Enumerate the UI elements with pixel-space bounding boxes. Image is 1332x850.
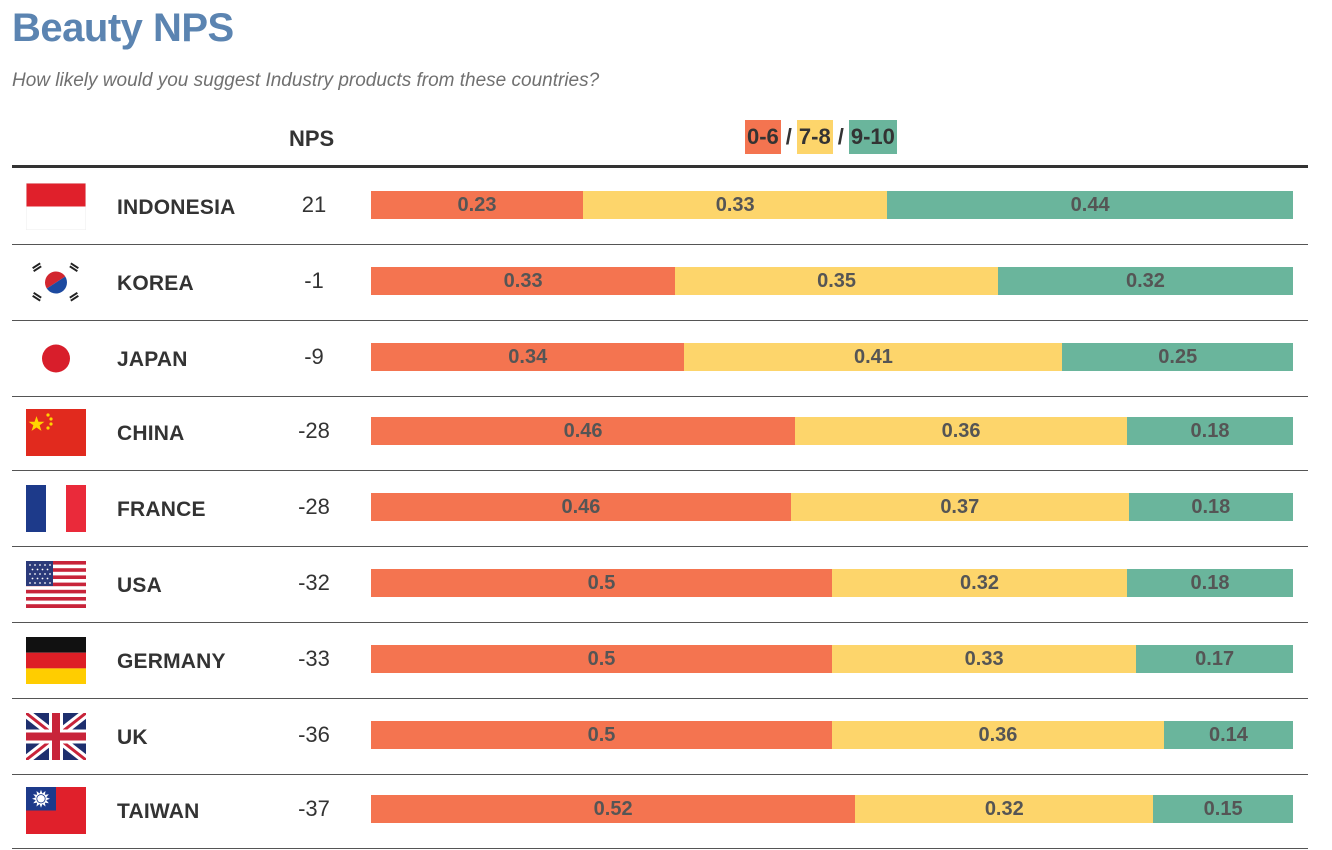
segment-7-8: 0.41 bbox=[684, 343, 1063, 371]
france-flag-icon bbox=[26, 485, 86, 532]
segment-0-6: 0.34 bbox=[371, 343, 685, 371]
nps-value: -9 bbox=[304, 344, 324, 369]
stacked-bar: 0.5 0.36 0.14 bbox=[371, 721, 1293, 749]
segment-0-6: 0.5 bbox=[371, 721, 832, 749]
segment-0-6: 0.5 bbox=[371, 569, 832, 597]
segment-0-6: 0.52 bbox=[371, 795, 856, 823]
segment-9-10: 0.32 bbox=[997, 267, 1293, 295]
stacked-bar: 0.5 0.32 0.18 bbox=[371, 569, 1293, 597]
chart-row: CHINA -28 0.46 0.36 0.18 bbox=[12, 395, 1308, 471]
chart-row: UK -36 0.5 0.36 0.14 bbox=[12, 699, 1308, 775]
stacked-bar: 0.23 0.33 0.44 bbox=[371, 191, 1293, 219]
segment-9-10: 0.18 bbox=[1127, 417, 1293, 445]
stacked-bar: 0.33 0.35 0.32 bbox=[371, 267, 1293, 295]
country-label: TAIWAN bbox=[117, 800, 200, 823]
stacked-bar: 0.52 0.32 0.15 bbox=[371, 795, 1293, 823]
legend-separator: / bbox=[785, 124, 792, 149]
row-divider bbox=[12, 396, 1308, 397]
country-label: JAPAN bbox=[117, 348, 188, 371]
segment-9-10: 0.15 bbox=[1153, 795, 1293, 823]
nps-value: -36 bbox=[298, 722, 330, 747]
legend-item-passives: 7-8 bbox=[796, 120, 833, 154]
legend-separator: / bbox=[837, 124, 844, 149]
legend-item-promoters: 9-10 bbox=[848, 120, 897, 154]
segment-0-6: 0.5 bbox=[371, 645, 832, 673]
row-divider bbox=[12, 244, 1308, 245]
segment-7-8: 0.36 bbox=[795, 417, 1128, 445]
stacked-bar: 0.46 0.37 0.18 bbox=[371, 493, 1293, 521]
nps-value: -1 bbox=[304, 268, 324, 293]
japan-flag-icon bbox=[26, 335, 86, 382]
chart-row: KOREA -1 0.33 0.35 0.32 bbox=[12, 245, 1308, 321]
chart-title: Beauty NPS bbox=[12, 6, 234, 50]
segment-0-6: 0.46 bbox=[371, 493, 791, 521]
country-label: KOREA bbox=[117, 272, 194, 295]
chart-row: GERMANY -33 0.5 0.33 0.17 bbox=[12, 623, 1308, 699]
segment-7-8: 0.36 bbox=[832, 721, 1164, 749]
segment-9-10: 0.25 bbox=[1062, 343, 1293, 371]
stacked-bar: 0.46 0.36 0.18 bbox=[371, 417, 1293, 445]
stacked-bar: 0.34 0.41 0.25 bbox=[371, 343, 1293, 371]
row-divider bbox=[12, 622, 1308, 623]
segment-9-10: 0.18 bbox=[1128, 493, 1293, 521]
nps-value: -28 bbox=[298, 418, 330, 443]
chart-row: USA -32 0.5 0.32 0.18 bbox=[12, 547, 1308, 623]
country-label: FRANCE bbox=[117, 498, 206, 521]
korea-flag-icon bbox=[26, 259, 86, 306]
row-divider bbox=[12, 320, 1308, 321]
segment-9-10: 0.44 bbox=[887, 191, 1293, 219]
chart-row: TAIWAN -37 0.52 0.32 0.15 bbox=[12, 773, 1308, 849]
segment-9-10: 0.14 bbox=[1163, 721, 1293, 749]
row-divider bbox=[12, 848, 1308, 849]
chart-row: INDONESIA 21 0.23 0.33 0.44 bbox=[12, 169, 1308, 245]
segment-7-8: 0.32 bbox=[855, 795, 1154, 823]
row-divider bbox=[12, 470, 1308, 471]
legend: 0-6 / 7-8 / 9-10 bbox=[745, 120, 897, 154]
china-flag-icon bbox=[26, 409, 86, 456]
segment-7-8: 0.32 bbox=[832, 569, 1128, 597]
row-divider bbox=[12, 698, 1308, 699]
stacked-bar: 0.5 0.33 0.17 bbox=[371, 645, 1293, 673]
country-label: CHINA bbox=[117, 422, 185, 445]
nps-column-header: NPS bbox=[289, 126, 335, 151]
chart-row: JAPAN -9 0.34 0.41 0.25 bbox=[12, 321, 1308, 397]
uk-flag-icon bbox=[26, 713, 86, 760]
nps-value: -28 bbox=[298, 494, 330, 519]
germany-flag-icon bbox=[26, 637, 86, 684]
chart-row: FRANCE -28 0.46 0.37 0.18 bbox=[12, 471, 1308, 547]
segment-9-10: 0.17 bbox=[1136, 645, 1293, 673]
nps-value: -32 bbox=[298, 570, 330, 595]
taiwan-flag-icon bbox=[26, 787, 86, 834]
segment-9-10: 0.18 bbox=[1127, 569, 1293, 597]
nps-value: -37 bbox=[298, 796, 330, 821]
segment-0-6: 0.46 bbox=[371, 417, 796, 445]
indonesia-flag-icon bbox=[26, 183, 86, 230]
segment-0-6: 0.23 bbox=[371, 191, 584, 219]
country-label: UK bbox=[117, 726, 148, 749]
nps-value: 21 bbox=[301, 192, 327, 217]
header-divider bbox=[12, 165, 1308, 168]
country-label: GERMANY bbox=[117, 650, 226, 673]
usa-flag-icon bbox=[26, 561, 86, 608]
segment-0-6: 0.33 bbox=[371, 267, 676, 295]
row-divider bbox=[12, 546, 1308, 547]
segment-7-8: 0.37 bbox=[790, 493, 1129, 521]
segment-7-8: 0.35 bbox=[675, 267, 998, 295]
nps-value: -33 bbox=[298, 646, 330, 671]
legend-item-detractors: 0-6 bbox=[745, 120, 781, 154]
country-label: USA bbox=[117, 574, 162, 597]
chart-subtitle: How likely would you suggest Industry pr… bbox=[12, 70, 600, 91]
segment-7-8: 0.33 bbox=[832, 645, 1137, 673]
country-label: INDONESIA bbox=[117, 196, 236, 219]
segment-7-8: 0.33 bbox=[583, 191, 888, 219]
row-divider bbox=[12, 774, 1308, 775]
